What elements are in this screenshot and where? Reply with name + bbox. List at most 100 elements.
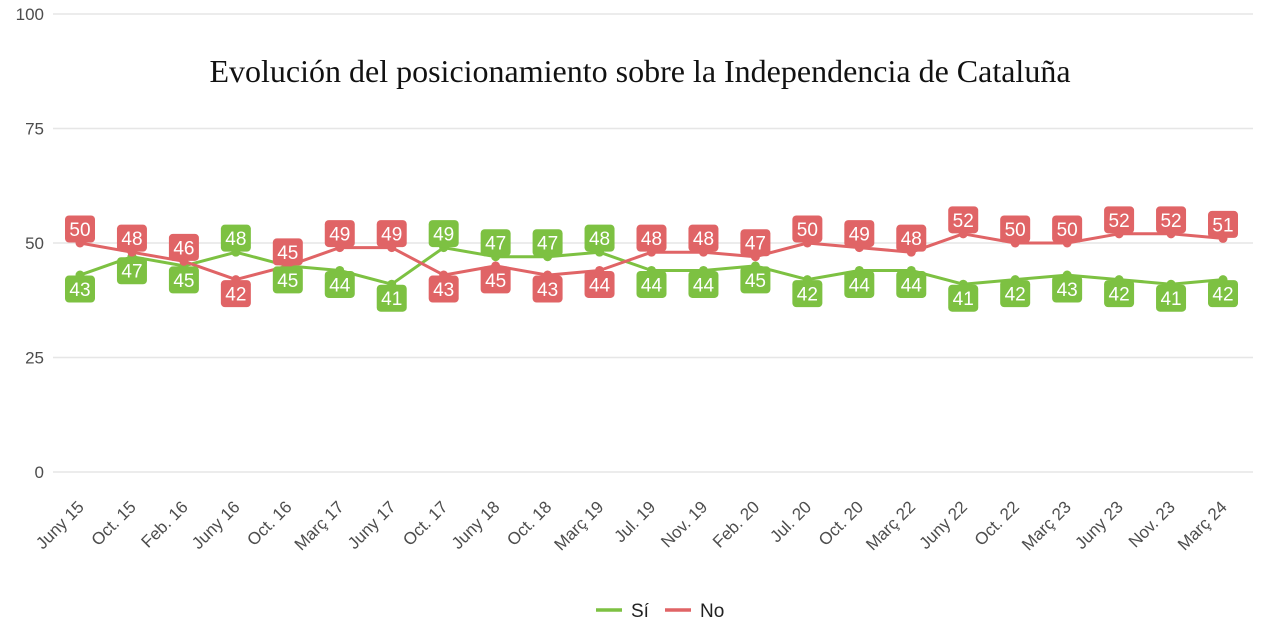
data-label: 49	[324, 220, 355, 248]
data-label-text: 45	[277, 243, 298, 264]
chart-title: Evolución del posicionamiento sobre la I…	[209, 53, 1070, 89]
data-label-box	[636, 270, 667, 298]
data-label: 44	[324, 270, 355, 298]
data-label-text: 46	[173, 238, 194, 259]
data-label-box	[844, 270, 875, 298]
data-label: 44	[896, 270, 927, 298]
data-label-text: 43	[69, 280, 90, 301]
data-label-box	[792, 280, 823, 308]
data-label-box	[1156, 206, 1187, 234]
data-label-text: 45	[173, 271, 194, 292]
data-label-box	[324, 270, 355, 298]
data-label: 51	[1208, 210, 1238, 238]
x-tick-label: Oct. 18	[503, 497, 555, 549]
data-label-box	[1000, 215, 1031, 243]
data-label-text: 43	[1057, 280, 1078, 301]
data-label: 49	[376, 220, 407, 248]
x-tick-label: Nov. 19	[657, 497, 711, 551]
data-label-text: 42	[797, 285, 818, 306]
x-tick-label: Juny 23	[1071, 497, 1127, 553]
x-tick-label: Nov. 23	[1125, 497, 1179, 551]
data-label: 44	[844, 270, 875, 298]
data-label: 48	[220, 224, 251, 252]
data-label-box	[1052, 275, 1083, 303]
data-label: 48	[116, 224, 147, 252]
data-label-box	[948, 284, 979, 312]
data-label: 45	[168, 266, 199, 294]
data-label: 45	[740, 266, 771, 294]
x-tick-label: Feb. 20	[709, 497, 763, 551]
data-label: 48	[636, 224, 667, 252]
data-label-text: 49	[433, 225, 454, 246]
x-tick-label: Juny 17	[344, 497, 400, 553]
data-label-text: 45	[277, 271, 298, 292]
data-label: 42	[1000, 280, 1031, 308]
data-label-text: 41	[1160, 289, 1181, 310]
data-label-box	[324, 220, 355, 248]
data-label: 50	[792, 215, 823, 243]
data-label-text: 48	[693, 229, 714, 250]
data-label-box	[688, 270, 719, 298]
x-tick-label: Jul. 20	[766, 497, 815, 546]
data-label: 44	[688, 270, 719, 298]
data-label-box	[65, 215, 95, 243]
data-label-text: 44	[641, 275, 663, 296]
data-label: 47	[480, 229, 511, 257]
legend-item-si: Sí	[596, 601, 650, 622]
data-label-box	[116, 257, 147, 285]
data-label-text: 50	[797, 220, 818, 241]
data-label: 49	[844, 220, 875, 248]
data-label-box	[480, 266, 511, 294]
legend-label: Sí	[631, 601, 650, 622]
data-label-box	[116, 224, 147, 252]
data-label-text: 44	[589, 275, 611, 296]
y-tick-label: 75	[25, 120, 44, 139]
x-tick-label: Oct. 20	[815, 497, 867, 549]
data-label-text: 50	[1057, 220, 1078, 241]
data-label-text: 42	[225, 285, 246, 306]
x-tick-label: Oct. 16	[243, 497, 295, 549]
data-label: 41	[1156, 284, 1187, 312]
data-label-box	[1208, 280, 1238, 308]
x-tick-label: Març 24	[1174, 497, 1231, 554]
data-label-box	[168, 266, 199, 294]
data-label: 43	[1052, 275, 1083, 303]
data-label-text: 44	[849, 275, 871, 296]
data-label-text: 42	[1005, 285, 1026, 306]
data-label-box	[428, 275, 459, 303]
data-label-text: 41	[953, 289, 974, 310]
data-label: 45	[272, 238, 303, 266]
x-tick-label: Oct. 15	[88, 497, 140, 549]
data-label-box	[948, 206, 979, 234]
data-label-text: 42	[1212, 285, 1233, 306]
data-label-box	[272, 238, 303, 266]
x-tick-label: Juny 15	[32, 497, 88, 553]
data-label-box	[584, 270, 615, 298]
data-label-text: 48	[641, 229, 662, 250]
x-tick-label: Juny 18	[448, 497, 504, 553]
data-label-text: 52	[1109, 211, 1130, 232]
data-label: 52	[1104, 206, 1135, 234]
x-tick-label: Oct. 17	[399, 497, 451, 549]
data-labels: 43 47 45 48 45 44 41 49 47 47 48 44 44 45 42 44 44 41 42 43…	[65, 206, 1238, 312]
data-label: 44	[636, 270, 667, 298]
data-label-box	[896, 270, 927, 298]
data-label-box	[272, 266, 303, 294]
data-label-box	[792, 215, 823, 243]
data-label-text: 47	[485, 234, 506, 255]
data-label-box	[428, 220, 459, 248]
data-label-box	[65, 275, 95, 303]
x-tick-label: Juny 22	[916, 497, 972, 553]
data-label-box	[1000, 280, 1031, 308]
data-label: 47	[532, 229, 563, 257]
y-axis-ticks: 0 25 50 75 100	[16, 5, 44, 482]
x-tick-label: Jul. 19	[610, 497, 659, 546]
data-label: 52	[1156, 206, 1187, 234]
data-label-box	[584, 224, 615, 252]
data-label: 52	[948, 206, 979, 234]
x-tick-label: Març 23	[1018, 497, 1075, 554]
data-label-box	[532, 229, 563, 257]
data-label: 48	[584, 224, 615, 252]
data-label-text: 51	[1212, 215, 1233, 236]
